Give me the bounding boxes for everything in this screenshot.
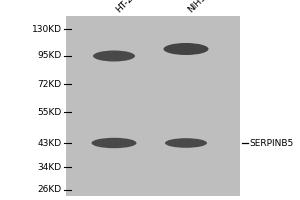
Ellipse shape xyxy=(164,43,208,55)
Text: SERPINB5: SERPINB5 xyxy=(249,138,293,148)
Bar xyxy=(66,16,240,196)
Text: 95KD: 95KD xyxy=(37,51,62,60)
Text: 26KD: 26KD xyxy=(38,186,62,194)
Text: 34KD: 34KD xyxy=(38,162,62,171)
Ellipse shape xyxy=(92,138,136,148)
Ellipse shape xyxy=(165,138,207,148)
Ellipse shape xyxy=(93,50,135,62)
Text: HT-29: HT-29 xyxy=(114,0,139,14)
Text: 72KD: 72KD xyxy=(38,80,62,89)
Text: 130KD: 130KD xyxy=(32,24,62,33)
Text: 55KD: 55KD xyxy=(37,108,62,117)
Text: NIH3T3: NIH3T3 xyxy=(186,0,216,14)
Text: 43KD: 43KD xyxy=(38,138,62,148)
